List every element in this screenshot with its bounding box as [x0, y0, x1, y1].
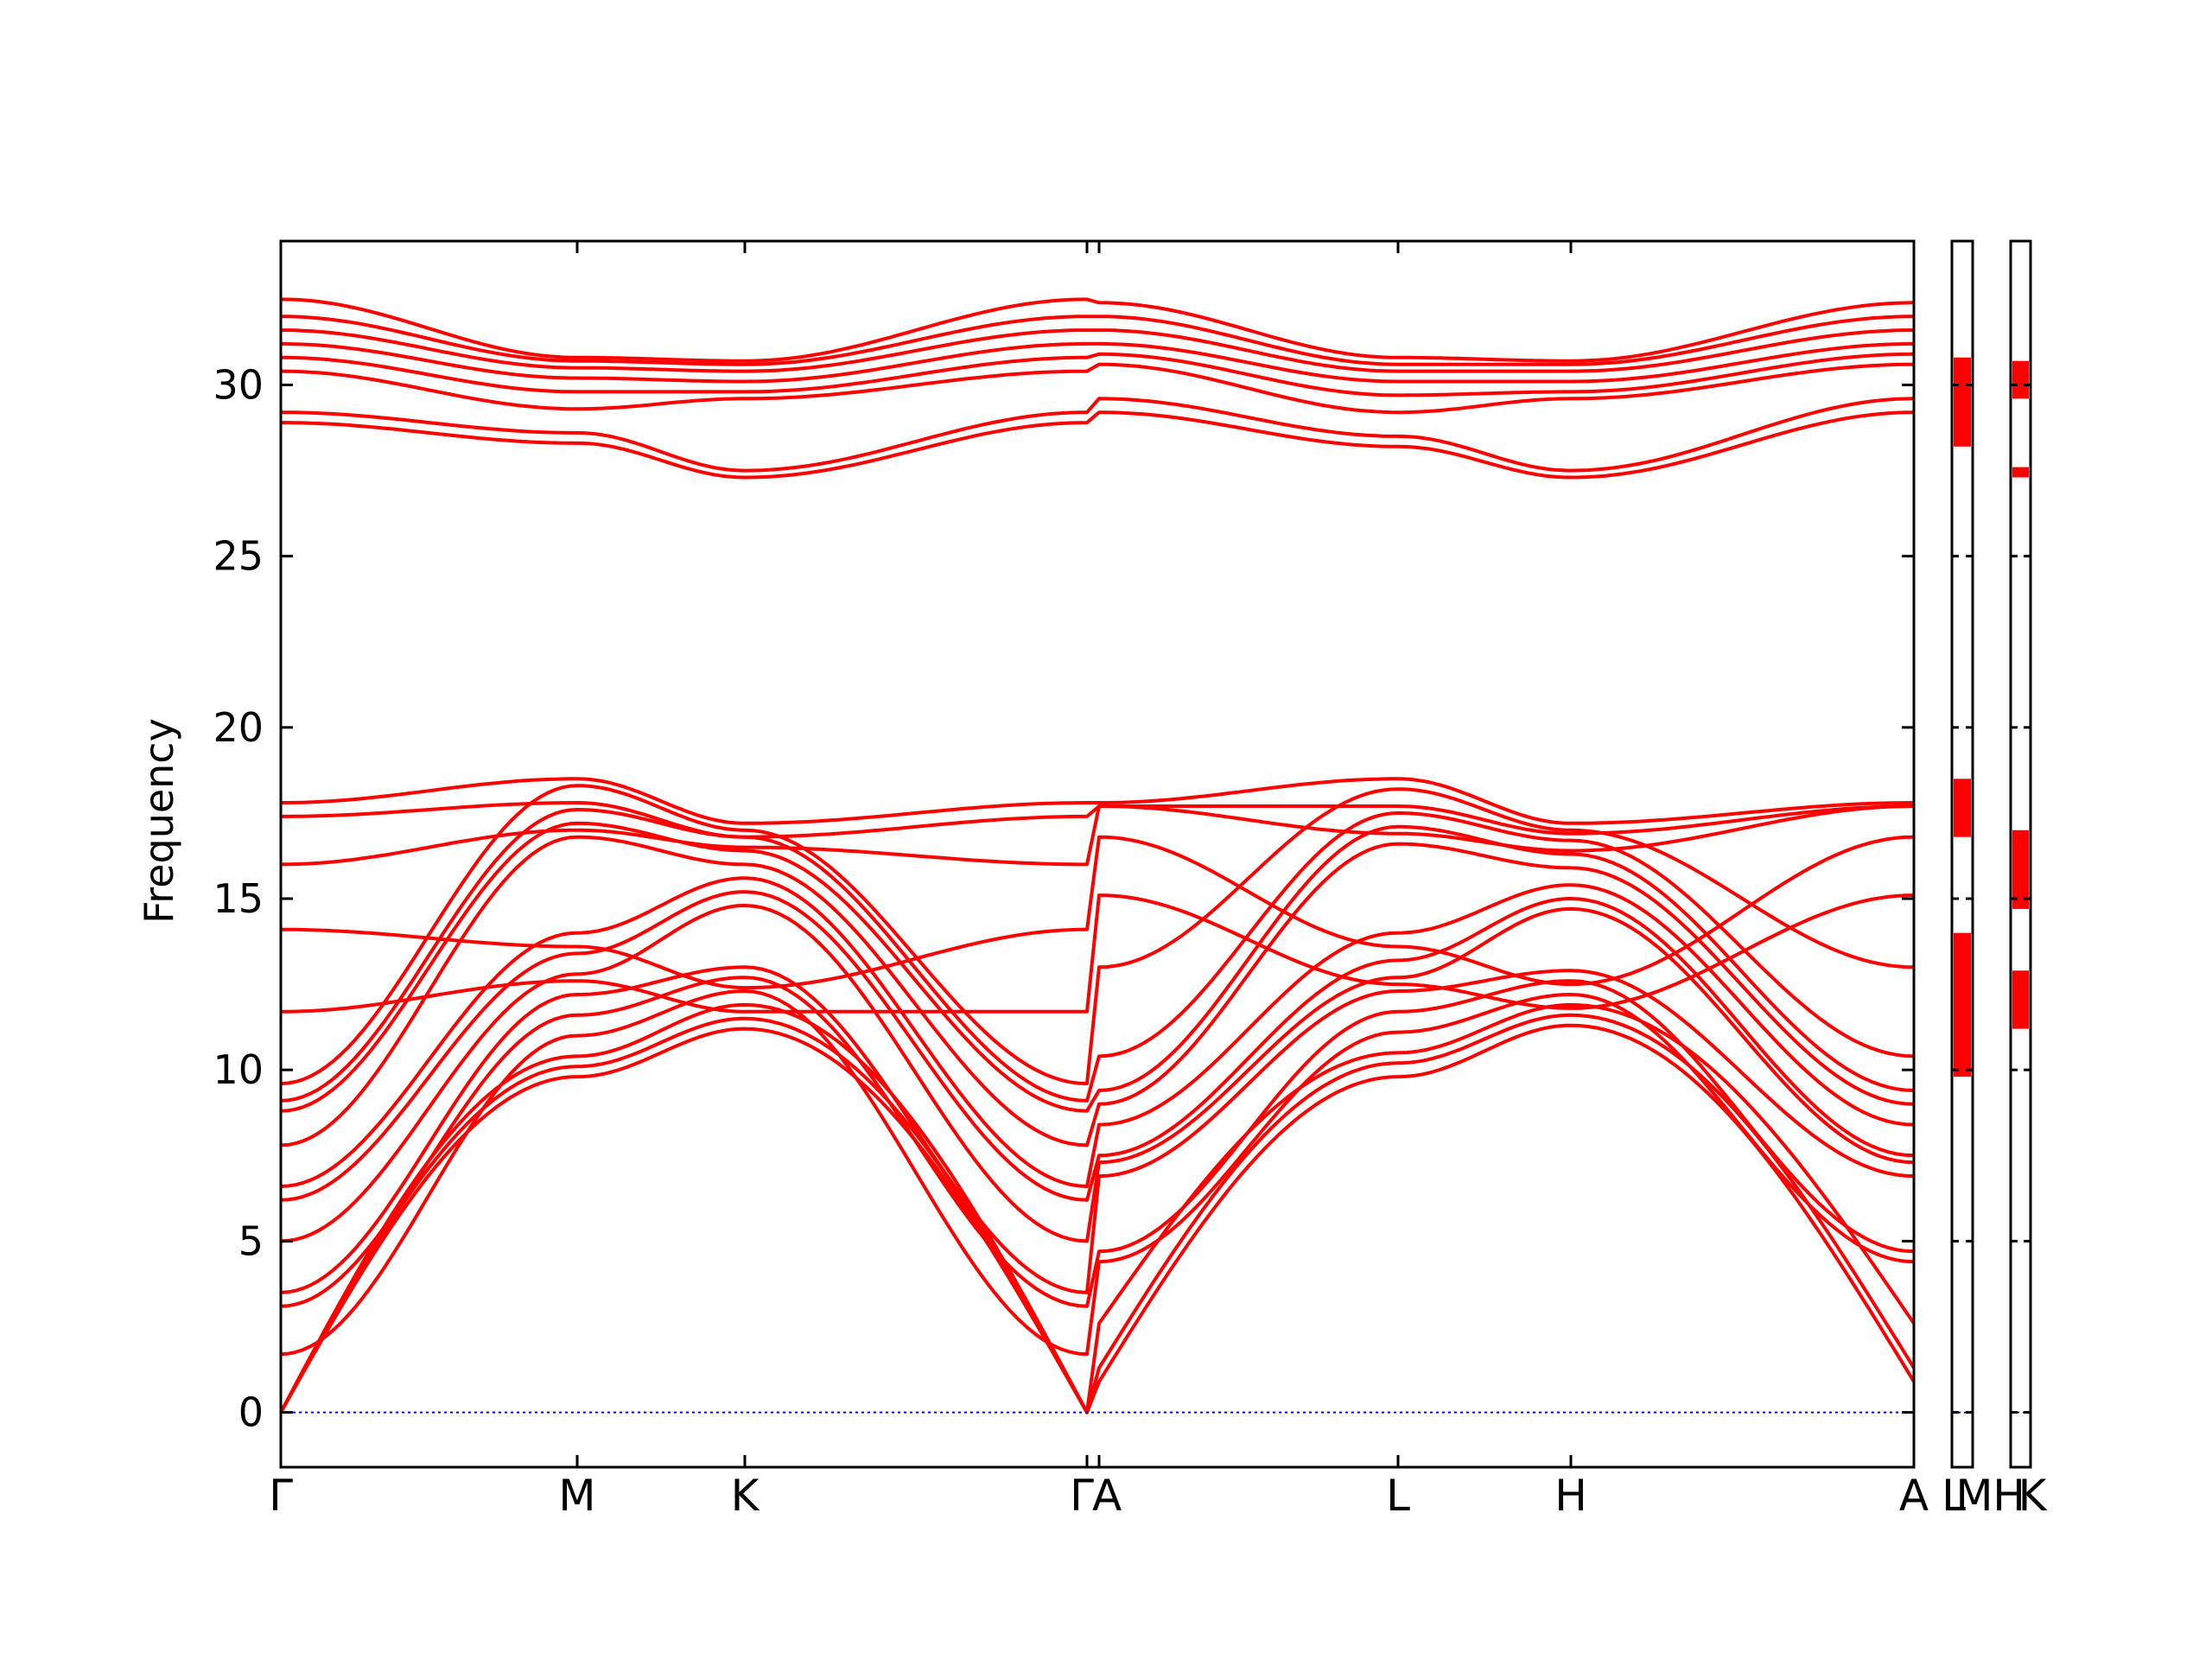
- band-line-5: [280, 976, 1915, 1308]
- band-line-11: [280, 821, 1915, 1113]
- band-line-21: [280, 362, 1915, 415]
- side-panel-label-1: L: [1942, 1471, 1966, 1521]
- side-panel-1-band-1: [1954, 932, 1971, 1077]
- x-tick-label-2: M: [558, 1471, 595, 1521]
- y-tick-label-10: 10: [213, 1046, 264, 1093]
- x-tick-label-1: Γ: [269, 1471, 293, 1521]
- y-tick-label-20: 20: [213, 704, 264, 751]
- x-tick-label-7: H: [1554, 1471, 1587, 1521]
- band-line-3: [279, 1002, 1916, 1414]
- band-line-8: [280, 890, 1915, 1202]
- band-line-2: [279, 1013, 1916, 1414]
- side-panel-2-band-4: [2012, 360, 2029, 399]
- y-tick-label-0: 0: [238, 1389, 264, 1436]
- band-line-12: [280, 808, 1915, 1103]
- band-line-18: [281, 777, 1915, 825]
- x-tick-label-4: Γ: [1070, 1471, 1094, 1521]
- y-tick-label-5: 5: [238, 1217, 264, 1264]
- band-line-24: [281, 328, 1914, 373]
- band-line-23: [280, 341, 1915, 384]
- band-line-1: [279, 1023, 1916, 1414]
- side-panel-frame-1: [1950, 239, 1974, 1469]
- y-tick-label-25: 25: [213, 533, 264, 580]
- band-line-7: [280, 904, 1915, 1243]
- side-panels-layer: [1954, 357, 2029, 1077]
- main-plot-frame: [279, 239, 1916, 1469]
- side-panel-1-band-3: [1954, 357, 1971, 447]
- band-line-20: [281, 397, 1915, 473]
- side-panel-2-band-1: [2012, 970, 2029, 1029]
- band-line-15: [281, 835, 1915, 990]
- band-line-9: [280, 876, 1915, 1188]
- band-line-14: [281, 893, 1915, 1014]
- side-panel-label-4: K: [2018, 1471, 2048, 1521]
- side-panel-2-band-3: [2012, 467, 2029, 478]
- side-panel-frame-2: [2009, 239, 2032, 1469]
- band-line-6: [280, 965, 1915, 1294]
- band-line-10: [280, 835, 1915, 1147]
- axes-layer: [279, 239, 2032, 1469]
- band-line-25: [280, 315, 1915, 366]
- band-line-17: [281, 801, 1915, 839]
- side-panel-label-3: H: [1993, 1471, 2025, 1521]
- y-tick-label-30: 30: [213, 361, 264, 408]
- y-axis-label: Frequency: [136, 718, 182, 924]
- x-tick-label-6: L: [1386, 1471, 1410, 1521]
- band-line-16: [280, 804, 1915, 867]
- x-tick-label-3: K: [731, 1471, 760, 1521]
- band-line-19: [281, 410, 1915, 480]
- band-line-26: [280, 297, 1915, 363]
- side-panel-label-2: M: [1955, 1471, 1993, 1521]
- band-line-13: [280, 784, 1915, 1086]
- y-tick-label-15: 15: [213, 875, 264, 922]
- band-line-4: [280, 989, 1915, 1357]
- side-panel-1-band-2: [1954, 779, 1971, 837]
- bands-layer: [279, 297, 1916, 1414]
- x-tick-label-5: A: [1092, 1471, 1122, 1521]
- side-panel-2-band-2: [2012, 830, 2029, 909]
- band-line-22: [281, 352, 1915, 397]
- x-tick-label-8: A: [1899, 1471, 1929, 1521]
